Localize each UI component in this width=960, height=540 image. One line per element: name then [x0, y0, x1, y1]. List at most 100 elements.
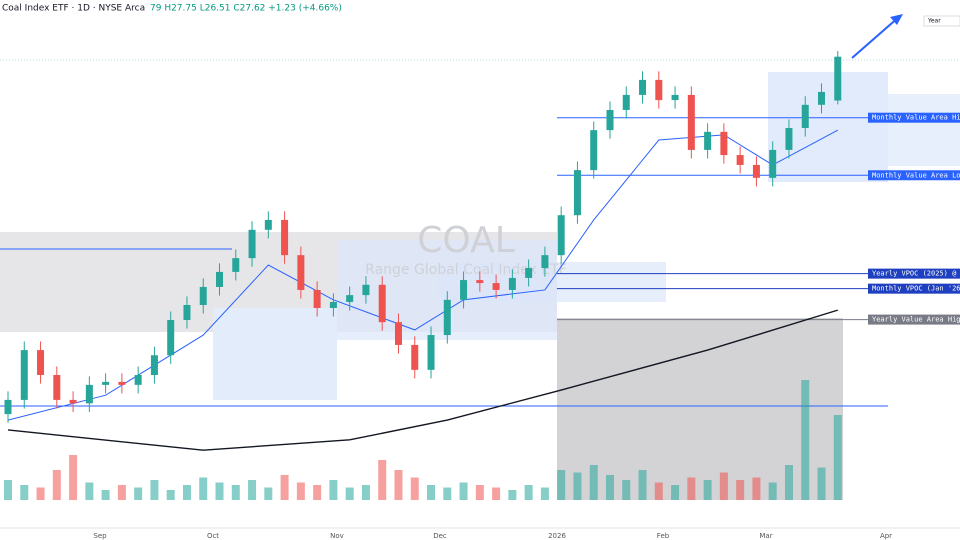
candle-body — [362, 284, 370, 296]
level-tag: Monthly Value Area Low @ 24.86 — [868, 170, 960, 181]
volume-bar — [361, 485, 370, 500]
volume-bar — [134, 487, 143, 500]
volume-bar — [703, 480, 712, 500]
level-tag-bg — [868, 170, 960, 181]
volume-bar — [52, 470, 61, 500]
candle-body — [525, 268, 533, 278]
candle-body — [85, 384, 93, 404]
level-tag: Yearly VPOC (2025) @ 22.57 — [868, 268, 960, 279]
candle-body — [687, 94, 695, 150]
volume-bar — [475, 485, 484, 500]
volume-bar — [443, 487, 452, 500]
candle-body — [118, 381, 126, 385]
volume-bar — [719, 472, 728, 500]
candle-body — [411, 344, 419, 370]
watermark-sub: Range Global Coal Index ETF — [365, 262, 567, 278]
level-tag-bg — [868, 314, 960, 325]
level-label: Yearly Value Area High @ 21.50 — [872, 316, 960, 324]
volume-bar — [20, 485, 29, 500]
candle-body — [655, 79, 663, 101]
volume-bar — [540, 487, 549, 500]
candle-body — [53, 375, 61, 400]
x-tick-label: Feb — [657, 532, 670, 540]
candle-body — [541, 255, 549, 269]
candle-body — [37, 350, 45, 375]
volume-bar — [524, 485, 533, 500]
volume-bar — [605, 475, 614, 500]
x-tick-label: Nov — [330, 532, 344, 540]
legend-box — [923, 15, 960, 27]
volume-bar — [85, 482, 94, 500]
ohlc: 79 H27.75 L26.51 C27.62 +1.23 (+4.66%) — [150, 4, 342, 14]
volume-bar — [280, 475, 289, 500]
candle-body — [639, 79, 647, 95]
volume-bar — [101, 490, 110, 500]
corner-label: Year — [927, 18, 941, 25]
level-tag-bg — [868, 283, 960, 294]
volume-bar — [264, 487, 273, 500]
value-area-box — [888, 94, 960, 166]
volume-bar — [378, 460, 387, 500]
candle-body — [281, 219, 289, 256]
candle-body — [671, 94, 679, 101]
volume-bar — [671, 485, 680, 500]
candle-body — [606, 109, 614, 131]
candle-body — [69, 399, 77, 404]
volume-bar — [833, 415, 842, 500]
value-area-box — [557, 318, 843, 500]
x-tick-label: Oct — [207, 532, 219, 540]
candle-body — [801, 104, 809, 129]
candle-body — [752, 164, 760, 178]
level-label: Monthly VPOC (Jan '26) @ 22.22 — [872, 285, 960, 293]
volume-bar — [752, 477, 761, 500]
candle-body — [573, 170, 581, 216]
candle-body — [427, 335, 435, 370]
candle-body — [20, 350, 28, 400]
x-tick-label: Dec — [433, 532, 447, 540]
header-bg — [0, 0, 960, 14]
watermark: COAL — [417, 220, 515, 261]
volume-bar — [296, 482, 305, 500]
level-tag-bg — [868, 112, 960, 123]
volume-bar — [654, 482, 663, 500]
volume-bar — [313, 485, 322, 500]
volume-bar — [589, 465, 598, 500]
volume-bar — [573, 472, 582, 500]
volume-bar — [231, 485, 240, 500]
candle-body — [199, 286, 207, 305]
candle-body — [313, 289, 321, 308]
candle-body — [492, 283, 500, 290]
volume-bar — [687, 477, 696, 500]
volume-bar — [736, 480, 745, 500]
candle-body — [508, 277, 516, 290]
candle-body — [704, 131, 712, 150]
candle-body — [264, 219, 272, 230]
volume-bar — [508, 490, 517, 500]
candle-body — [394, 322, 402, 345]
x-tick-label: Mar — [759, 532, 772, 540]
candle-body — [378, 284, 386, 323]
arrow-head — [890, 14, 903, 25]
candle-body — [785, 128, 793, 150]
candle-body — [818, 91, 825, 105]
candle-body — [329, 301, 337, 308]
level-tag: Monthly Value Area High @ 26.2 — [868, 112, 960, 123]
candle-body — [297, 255, 305, 290]
value-area-box — [768, 72, 888, 182]
plot: Monthly Value Area High @ 26.2 Monthly Va… — [4, 51, 960, 500]
candle-body — [102, 381, 110, 385]
volume-bar — [215, 482, 224, 500]
volume-bar — [768, 482, 777, 500]
candle-body — [769, 149, 777, 178]
volume-bar — [199, 477, 208, 500]
candle-body — [248, 229, 256, 259]
candle-body — [622, 94, 630, 110]
volume-bar — [248, 480, 257, 500]
level-tag: Monthly VPOC (Jan '26) @ 22.22 — [868, 283, 960, 294]
volume-bar — [638, 470, 647, 500]
candle-body — [476, 280, 484, 284]
volume-bar — [182, 485, 191, 500]
x-tick-label: Sep — [93, 532, 107, 540]
moving-average — [7, 309, 838, 451]
